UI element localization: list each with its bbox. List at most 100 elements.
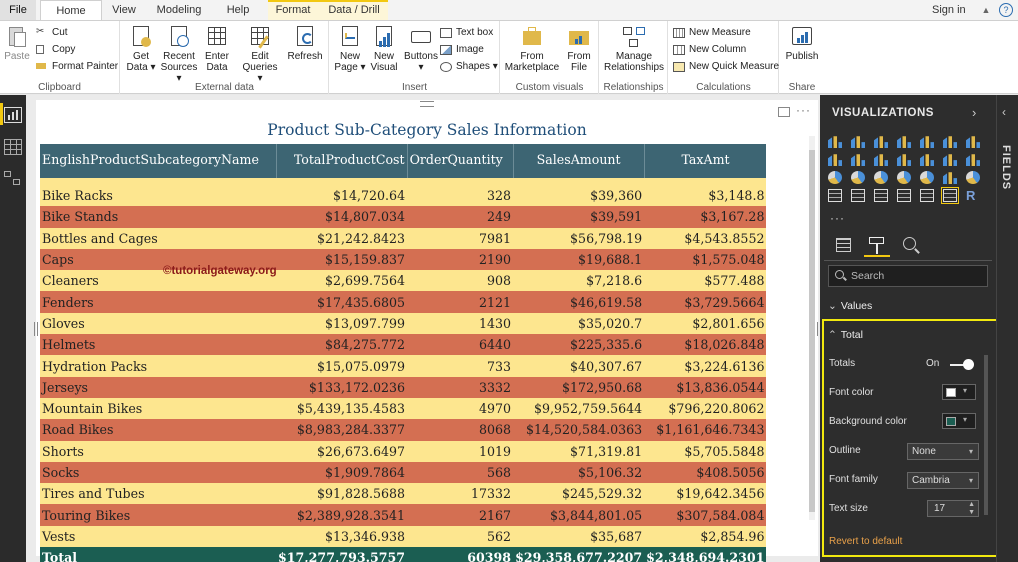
format-search-box[interactable]: [828, 265, 988, 287]
matrix-visual[interactable]: ··· Product Sub-Category Sales Informati…: [34, 100, 818, 562]
table-row[interactable]: Tires and Tubes $91,828.5688 17332 $245,529…: [40, 483, 767, 505]
tab-view[interactable]: View: [112, 4, 136, 16]
table-row[interactable]: Mountain Bikes $5,439,135.4583 4970 $9,952,…: [40, 397, 767, 420]
tab-modeling[interactable]: Modeling: [156, 4, 202, 16]
table-row[interactable]: Road Bikes $8,983,284.3377 8068 $14,520,584…: [40, 419, 767, 441]
sign-in-link[interactable]: Sign in: [932, 4, 966, 16]
matrix-visual-icon[interactable]: [941, 187, 959, 204]
collapse-ribbon-icon[interactable]: ▲: [981, 5, 991, 15]
drag-handle[interactable]: [420, 101, 434, 107]
ribbon-chart-icon[interactable]: [920, 154, 934, 166]
from-marketplace-button[interactable]: From Marketplace: [503, 25, 561, 73]
cut-button[interactable]: ✂ Cut: [36, 25, 68, 41]
table-row[interactable]: Fenders $17,435.6805 2121 $46,619.58 $3,729.…: [40, 291, 767, 313]
manage-relationships-button[interactable]: Manage Relationships: [602, 25, 666, 73]
analytics-tab[interactable]: [898, 235, 924, 257]
stepper-arrows-icon[interactable]: ▲ ▼: [968, 501, 975, 516]
pane-scrollbar[interactable]: [984, 355, 988, 515]
image-button[interactable]: Image: [440, 42, 484, 58]
more-options-icon[interactable]: ···: [796, 103, 811, 117]
new-column-button[interactable]: New Column: [673, 42, 746, 58]
text-box-button[interactable]: Text box: [440, 25, 493, 41]
font-family-dropdown[interactable]: Cambria ▾: [907, 472, 979, 489]
from-file-button[interactable]: From File: [563, 25, 595, 73]
treemap-icon[interactable]: [874, 171, 888, 184]
table-row[interactable]: Helmets $84,275.772 6440 $225,335.6 $18,026.…: [40, 334, 767, 356]
table-scrollbar[interactable]: [809, 136, 815, 520]
clustered-column-icon[interactable]: [897, 136, 911, 148]
tab-file[interactable]: File: [0, 0, 36, 20]
relationships-view-icon[interactable]: [4, 171, 22, 187]
tab-home[interactable]: Home: [40, 0, 102, 21]
column-header[interactable]: SalesAmount: [513, 144, 645, 178]
column-header[interactable]: OrderQuantity: [407, 144, 514, 178]
copy-button[interactable]: Copy: [36, 42, 75, 58]
total-section-header[interactable]: ⌃ Total: [828, 329, 863, 341]
publish-button[interactable]: Publish: [782, 25, 822, 62]
help-icon[interactable]: ?: [999, 3, 1013, 17]
new-page-button[interactable]: New Page ▾: [334, 25, 366, 73]
line-column-icon[interactable]: [874, 154, 888, 166]
kpi-icon[interactable]: [874, 189, 888, 202]
clustered-bar-icon[interactable]: [874, 136, 888, 148]
revert-to-default-link[interactable]: Revert to default: [829, 536, 903, 547]
table-row[interactable]: Bike Racks $14,720.64 328 $39,360 $3,148.8: [40, 185, 767, 207]
values-section-header[interactable]: ⌄ Values: [828, 300, 872, 312]
pie-chart-icon[interactable]: [828, 171, 842, 184]
gauge-icon[interactable]: [966, 171, 980, 184]
text-size-stepper[interactable]: 17 ▲ ▼: [927, 500, 979, 517]
table-row[interactable]: Touring Bikes $2,389,928.3541 2167 $3,844,8…: [40, 504, 767, 526]
table-row[interactable]: Gloves $13,097.799 1430 $35,020.7 $2,801.656: [40, 312, 767, 335]
enter-data-button[interactable]: Enter Data: [201, 25, 233, 73]
background-color-picker[interactable]: ▾: [942, 413, 976, 429]
data-view-icon[interactable]: [4, 139, 22, 155]
search-input[interactable]: [851, 268, 983, 284]
totals-toggle[interactable]: [950, 359, 974, 370]
filled-map-icon[interactable]: [920, 171, 934, 184]
expand-fields-icon[interactable]: ‹: [1002, 105, 1006, 119]
format-tab[interactable]: [864, 235, 890, 257]
fields-well-tab[interactable]: [830, 235, 856, 257]
r-script-icon[interactable]: R: [966, 188, 976, 203]
line-chart-icon[interactable]: [966, 136, 980, 148]
table-visual-icon[interactable]: [920, 189, 934, 202]
table-row[interactable]: Bike Stands $14,807.034 249 $39,591 $3,167.2…: [40, 206, 767, 228]
recent-sources-button[interactable]: Recent Sources ▾: [159, 25, 199, 84]
font-color-picker[interactable]: ▾: [942, 384, 976, 400]
stacked-area-icon[interactable]: [851, 154, 865, 166]
report-view-icon[interactable]: [4, 107, 22, 123]
multirow-card-icon[interactable]: [851, 189, 865, 202]
tab-format[interactable]: Format: [275, 4, 311, 16]
table-row[interactable]: Cleaners $2,699.7564 908 $7,218.6 $577.488: [40, 270, 767, 292]
new-measure-button[interactable]: New Measure: [673, 25, 751, 41]
100-bar-icon[interactable]: [920, 136, 934, 148]
paste-button[interactable]: Paste: [4, 25, 30, 62]
get-data-button[interactable]: Get Data ▾: [125, 25, 157, 73]
slicer-icon[interactable]: [897, 189, 911, 202]
donut-chart-icon[interactable]: [851, 171, 865, 184]
tab-data-drill[interactable]: Data / Drill: [328, 4, 380, 16]
fields-pane-collapsed[interactable]: ‹ FIELDS: [996, 95, 1018, 562]
scatter-icon[interactable]: [966, 154, 980, 166]
area-chart-icon[interactable]: [828, 154, 842, 166]
waterfall-icon[interactable]: [943, 154, 957, 166]
column-header[interactable]: TaxAmt: [644, 144, 767, 178]
card-icon[interactable]: [828, 189, 842, 202]
map-icon[interactable]: [897, 171, 911, 184]
table-row[interactable]: Vests $13,346.938 562 $35,687 $2,854.96: [40, 525, 767, 548]
column-header[interactable]: EnglishProductSubcategoryName: [40, 144, 277, 178]
table-row[interactable]: Hydration Packs $15,075.0979 733 $40,307.67…: [40, 355, 767, 377]
new-quick-measure-button[interactable]: New Quick Measure: [673, 59, 779, 75]
table-row[interactable]: Caps $15,159.837 2190 $19,688.1 $1,575.048: [40, 248, 767, 271]
tab-help[interactable]: Help: [226, 4, 250, 16]
new-visual-button[interactable]: New Visual: [368, 25, 400, 73]
buttons-button[interactable]: Buttons ▾: [402, 25, 440, 73]
100-column-icon[interactable]: [943, 136, 957, 148]
refresh-button[interactable]: Refresh: [285, 25, 325, 62]
table-row[interactable]: Bottles and Cages $21,242.8423 7981 $56,798…: [40, 227, 767, 249]
line-clustered-icon[interactable]: [897, 154, 911, 166]
stacked-bar-icon[interactable]: [828, 136, 842, 148]
edit-queries-button[interactable]: Edit Queries ▾: [239, 25, 281, 84]
table-row[interactable]: Socks $1,909.7864 568 $5,106.32 $408.5056: [40, 461, 767, 484]
scrollbar-thumb[interactable]: [809, 150, 815, 512]
